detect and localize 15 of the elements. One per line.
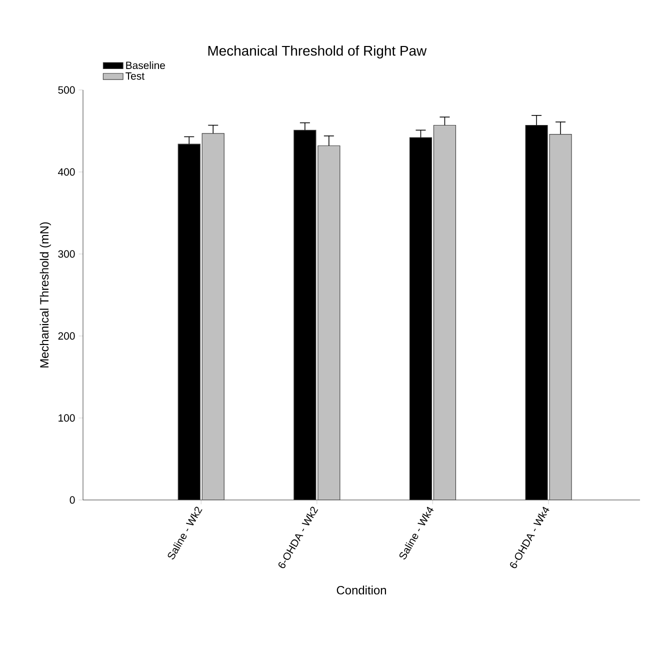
legend-label: Baseline — [126, 61, 165, 70]
bar — [318, 145, 340, 500]
y-tick-label: 0 — [70, 496, 75, 504]
y-tick-label: 100 — [58, 414, 75, 422]
y-tick-label: 300 — [58, 250, 75, 258]
y-tick-label: 500 — [58, 86, 75, 94]
y-axis-title: Mechanical Threshold (mN) — [40, 222, 51, 368]
x-axis-title: Condition — [336, 586, 386, 594]
chart-title: Mechanical Threshold of Right Paw — [208, 45, 427, 58]
bar — [202, 133, 224, 500]
y-tick-label: 400 — [58, 168, 75, 176]
bar — [549, 134, 572, 500]
bar — [433, 124, 456, 500]
y-tick-label: 200 — [58, 332, 75, 340]
legend-label: Test — [126, 72, 144, 80]
